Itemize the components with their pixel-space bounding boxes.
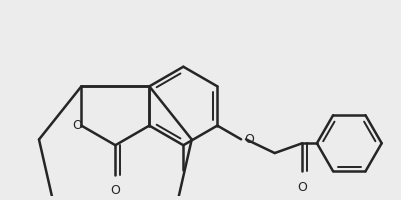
Text: O: O bbox=[72, 119, 82, 132]
Text: O: O bbox=[243, 133, 253, 146]
Text: O: O bbox=[296, 181, 306, 194]
Text: O: O bbox=[110, 184, 120, 197]
